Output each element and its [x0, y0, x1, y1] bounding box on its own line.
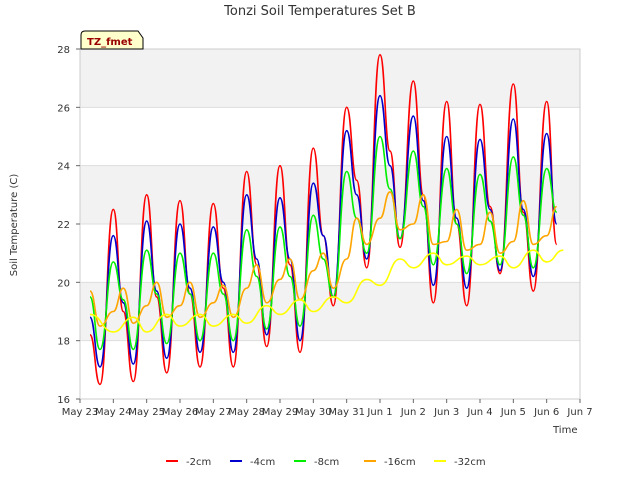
grid-band	[80, 340, 580, 399]
tag-label: TZ_fmet	[87, 37, 133, 48]
y-tick-label: 20	[57, 278, 70, 289]
y-tick-label: 28	[57, 45, 70, 56]
y-axis-ticks: 16 18 20 22 24 26 28	[57, 45, 80, 406]
chart-title: Tonzi Soil Temperatures Set B	[223, 4, 416, 19]
legend-label: -32cm	[454, 457, 486, 468]
series-line-8cmcm	[89, 135, 558, 351]
x-tick-label: May 27	[195, 407, 232, 418]
tag-box-shape	[80, 30, 144, 50]
grid-band	[80, 107, 580, 166]
legend-label: -4cm	[250, 457, 275, 468]
legend-label: -8cm	[314, 457, 339, 468]
legend-item: -8cm	[294, 457, 339, 468]
series-line-32cmcm	[89, 249, 564, 333]
x-tick-label: May 28	[228, 407, 265, 418]
x-tick-label: Jun 2	[400, 407, 426, 418]
grid-band	[80, 49, 580, 108]
legend-label: -16cm	[384, 457, 416, 468]
x-tick-label: May 26	[162, 407, 199, 418]
y-tick-label: 16	[57, 395, 70, 406]
x-tick-label: Jun 1	[366, 407, 392, 418]
series-line-4cmcm	[89, 94, 558, 368]
legend: -2cm -4cm -8cm -16cm -32cm	[166, 457, 486, 468]
x-tick-label: May 30	[295, 407, 332, 418]
x-tick-label: May 24	[95, 407, 132, 418]
tag-box: TZ_fmet	[80, 30, 144, 50]
x-tick-label: May 29	[262, 407, 299, 418]
series-line-16cmcm	[89, 191, 558, 327]
grid-band	[80, 165, 580, 224]
legend-item: -2cm	[166, 457, 211, 468]
y-tick-label: 26	[57, 103, 70, 114]
y-tick-label: 24	[57, 162, 70, 173]
x-axis-title: Time	[552, 425, 577, 436]
y-axis-title: Soil Temperature (C)	[9, 174, 20, 277]
legend-item: -16cm	[364, 457, 416, 468]
y-tick-label: 18	[57, 337, 70, 348]
x-tick-label: May 25	[128, 407, 165, 418]
legend-label: -2cm	[186, 457, 211, 468]
x-tick-label: Jun 4	[466, 407, 492, 418]
x-tick-label: Jun 6	[533, 407, 559, 418]
series-lines	[89, 54, 564, 386]
x-tick-label: May 31	[328, 407, 365, 418]
legend-item: -4cm	[230, 457, 275, 468]
legend-item: -32cm	[434, 457, 486, 468]
x-tick-label: May 23	[62, 407, 99, 418]
y-tick-label: 22	[57, 220, 70, 231]
x-tick-label: Jun 7	[566, 407, 592, 418]
x-tick-label: Jun 3	[433, 407, 459, 418]
grid-bands	[80, 49, 580, 399]
x-tick-label: Jun 5	[500, 407, 526, 418]
